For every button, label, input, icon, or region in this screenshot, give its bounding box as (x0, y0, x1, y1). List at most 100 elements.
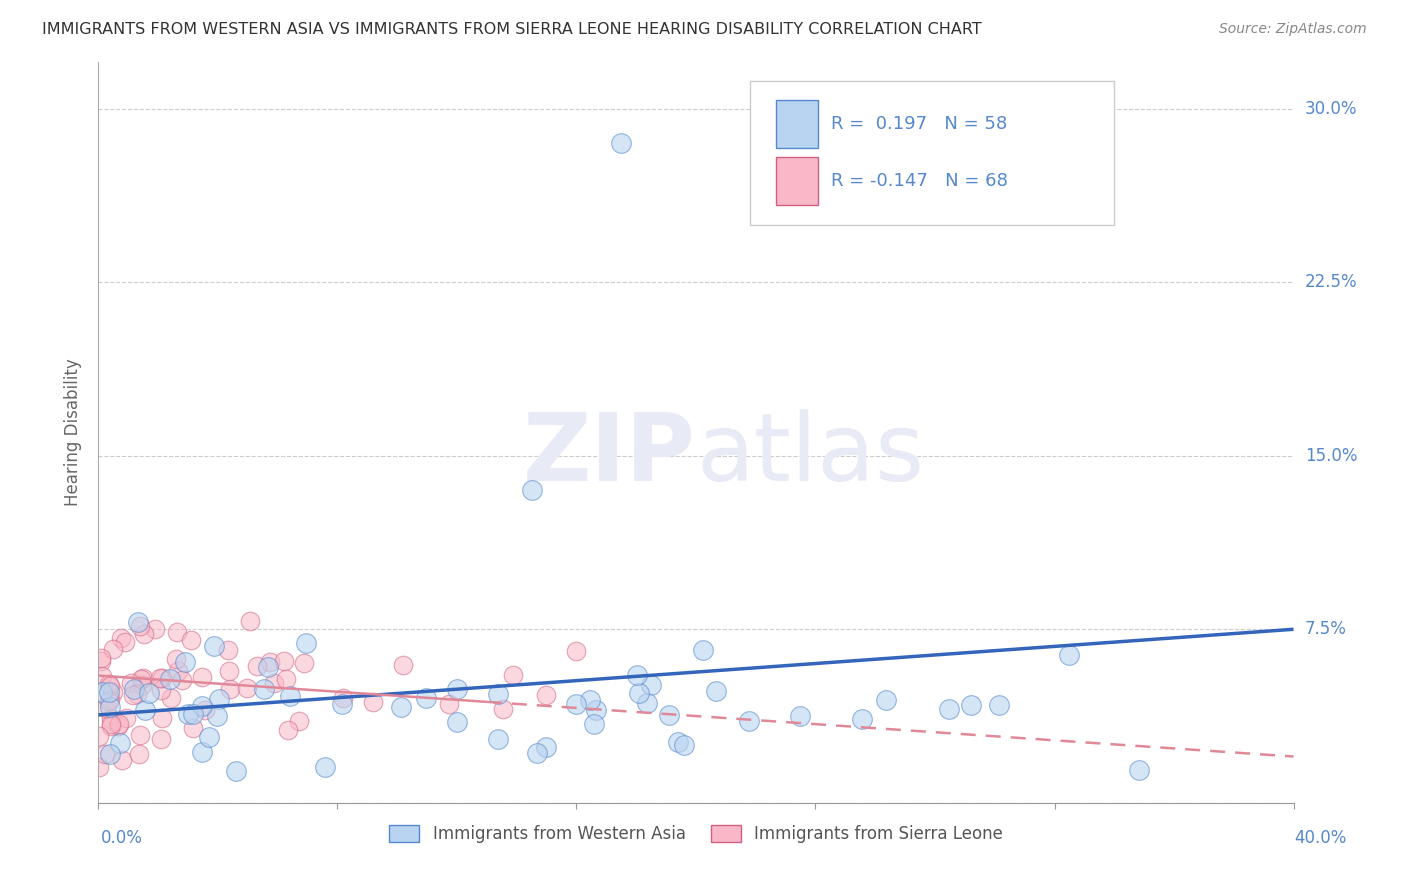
Point (98, 700, 121, 714)
Point (738, 714, 761, 728)
Point (673, 738, 696, 752)
Point (218, 665, 240, 679)
Point (127, 615, 149, 629)
Point (628, 686, 651, 700)
Point (98, 691, 121, 706)
Point (361, 695, 384, 709)
Text: 0.0%: 0.0% (101, 829, 143, 847)
Point (439, 697, 461, 711)
Point (640, 678, 662, 692)
Point (166, 624, 188, 639)
Point (124, 681, 146, 696)
Point (1057, 648, 1080, 662)
Point (235, 681, 257, 695)
Point (257, 659, 280, 673)
Point (583, 717, 606, 731)
Legend: Immigrants from Western Asia, Immigrants from Sierra Leone: Immigrants from Western Asia, Immigrants… (382, 819, 1010, 850)
Point (392, 658, 415, 673)
Point (263, 676, 285, 690)
Point (108, 717, 131, 731)
Text: 22.5%: 22.5% (1305, 273, 1357, 291)
Point (143, 622, 166, 636)
Text: 40.0%: 40.0% (1295, 829, 1347, 847)
Point (610, 136, 633, 151)
Point (578, 693, 600, 707)
Point (180, 633, 202, 648)
Point (120, 676, 142, 690)
Point (330, 697, 353, 711)
Point (252, 682, 274, 697)
Point (97, 685, 120, 699)
Text: 30.0%: 30.0% (1305, 100, 1357, 118)
Point (486, 687, 509, 701)
Point (274, 673, 297, 687)
Point (389, 700, 412, 714)
Point (288, 714, 311, 728)
Point (198, 730, 221, 744)
Point (100, 718, 122, 732)
Point (131, 678, 153, 692)
Point (692, 643, 714, 657)
Point (225, 764, 247, 778)
Point (294, 636, 316, 650)
Point (332, 691, 354, 706)
FancyBboxPatch shape (749, 81, 1115, 226)
Point (114, 635, 136, 649)
Point (111, 753, 134, 767)
Point (173, 656, 195, 670)
Point (150, 683, 173, 698)
Point (138, 685, 160, 699)
Point (526, 746, 548, 760)
Point (218, 682, 240, 697)
Text: R =  0.197   N = 58: R = 0.197 N = 58 (831, 115, 1007, 133)
Point (98, 747, 121, 761)
Point (107, 719, 129, 733)
Point (134, 703, 156, 717)
Point (91, 685, 114, 699)
Point (314, 760, 336, 774)
Point (191, 745, 214, 759)
Point (217, 643, 239, 657)
Point (122, 688, 145, 702)
Point (280, 689, 302, 703)
FancyBboxPatch shape (776, 100, 818, 148)
Point (1128, 764, 1150, 778)
Point (101, 642, 124, 657)
Point (165, 651, 187, 665)
Point (486, 731, 509, 746)
Point (446, 714, 468, 729)
Point (415, 691, 437, 706)
Point (789, 709, 811, 723)
Point (152, 671, 174, 685)
Point (706, 684, 728, 698)
Point (94, 700, 117, 714)
Point (959, 698, 981, 713)
Point (125, 687, 148, 701)
Point (98, 679, 121, 693)
Point (194, 703, 217, 717)
Point (114, 711, 136, 725)
Point (87, 760, 110, 774)
Text: R = -0.147   N = 68: R = -0.147 N = 68 (831, 172, 1008, 190)
FancyBboxPatch shape (776, 157, 818, 205)
Point (93, 747, 115, 761)
Point (292, 657, 315, 671)
Point (239, 614, 262, 628)
Y-axis label: Hearing Disability: Hearing Disability (65, 359, 83, 507)
Point (181, 721, 204, 735)
Point (98, 677, 121, 691)
Point (277, 723, 299, 738)
Point (100, 712, 122, 726)
Point (626, 668, 648, 682)
Point (129, 672, 152, 686)
Point (159, 673, 181, 687)
Point (129, 619, 152, 633)
Point (205, 708, 228, 723)
Point (160, 690, 183, 705)
Point (666, 735, 689, 749)
Point (100, 716, 122, 731)
Point (90, 654, 112, 668)
Point (851, 712, 873, 726)
Point (520, 483, 543, 498)
Point (657, 707, 679, 722)
